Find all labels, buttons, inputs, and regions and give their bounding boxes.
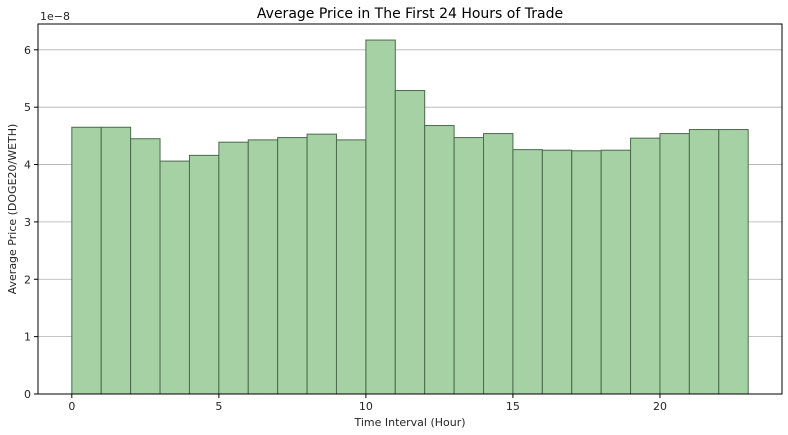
x-tick-label: 0 bbox=[68, 400, 75, 413]
bar-hour-22 bbox=[718, 129, 749, 395]
chart-title: Average Price in The First 24 Hours of T… bbox=[257, 6, 563, 22]
bar-hour-15 bbox=[512, 149, 543, 395]
y-tick-label: 3 bbox=[24, 216, 31, 229]
y-offset-label: 1e−8 bbox=[40, 10, 70, 23]
bar-hour-1 bbox=[100, 126, 132, 395]
bar-hour-4 bbox=[188, 154, 220, 395]
x-axis-ticks: 0 5 10 15 20 bbox=[68, 394, 667, 413]
y-tick-label: 4 bbox=[24, 159, 31, 172]
bar-hour-20 bbox=[659, 133, 690, 395]
bars bbox=[71, 39, 749, 395]
bar-hour-5 bbox=[218, 141, 249, 395]
y-axis-ticks: 0 1 2 3 4 5 6 bbox=[24, 44, 38, 401]
x-tick-label: 15 bbox=[506, 400, 520, 413]
y-tick-label: 0 bbox=[24, 388, 31, 401]
y-tick-label: 5 bbox=[24, 101, 31, 114]
y-tick-label: 6 bbox=[24, 44, 31, 57]
bar-hour-13 bbox=[453, 137, 485, 395]
bar-hour-2 bbox=[130, 138, 161, 395]
bar-hour-3 bbox=[159, 160, 190, 395]
bar-hour-16 bbox=[541, 149, 573, 395]
x-tick-label: 5 bbox=[215, 400, 222, 413]
x-tick-label: 20 bbox=[653, 400, 667, 413]
bar-hour-6 bbox=[247, 139, 279, 395]
bar-hour-18 bbox=[600, 149, 632, 395]
x-axis-title: Time Interval (Hour) bbox=[353, 416, 465, 429]
x-tick-label: 10 bbox=[359, 400, 373, 413]
bar-hour-11 bbox=[394, 90, 426, 395]
bar-hour-9 bbox=[335, 139, 367, 395]
bar-hour-10 bbox=[365, 39, 396, 395]
bar-hour-0 bbox=[71, 126, 102, 395]
bar-hour-21 bbox=[688, 129, 720, 395]
bar-hour-17 bbox=[571, 150, 602, 395]
plot-frame bbox=[37, 23, 783, 395]
y-tick-label: 2 bbox=[24, 273, 31, 286]
y-tick-label: 1 bbox=[24, 331, 31, 344]
bar-hour-19 bbox=[630, 137, 661, 395]
bar-hour-12 bbox=[424, 125, 455, 395]
y-axis-title: Average Price (DOGE20/WETH) bbox=[6, 124, 19, 295]
bar-hour-14 bbox=[483, 133, 514, 395]
bar-hour-8 bbox=[306, 133, 337, 395]
bar-hour-7 bbox=[277, 137, 308, 395]
